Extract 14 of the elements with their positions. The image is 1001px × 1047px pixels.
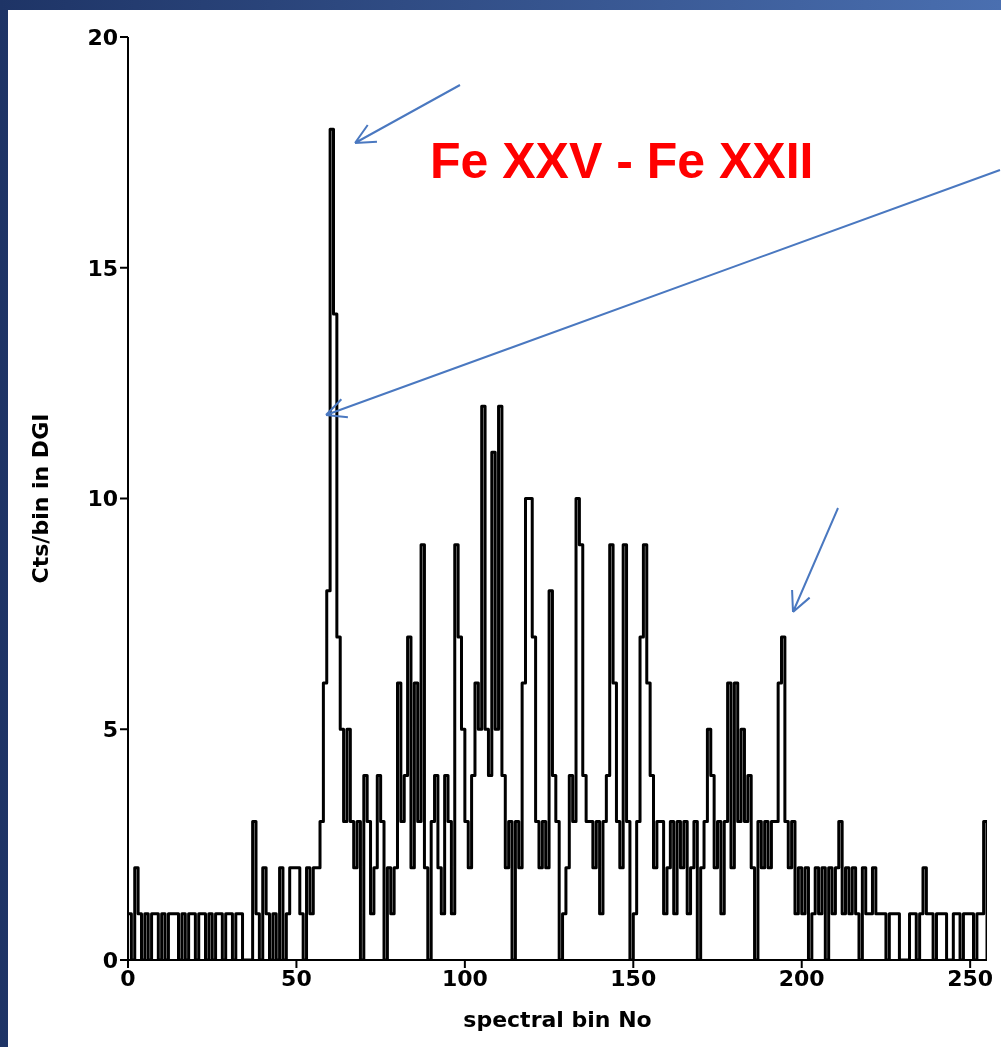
y-tick-label: 20: [87, 24, 118, 50]
x-tick-label: 250: [947, 965, 994, 991]
y-tick-label: 10: [87, 486, 118, 512]
x-tick-label: 200: [778, 965, 825, 991]
y-tick-label: 15: [87, 255, 118, 281]
x-tick-label: 100: [441, 965, 488, 991]
x-tick-label: 0: [120, 965, 136, 991]
y-tick-label: 5: [102, 717, 118, 743]
x-tick-label: 150: [610, 965, 657, 991]
x-tick-label: 50: [281, 965, 312, 991]
y-axis-title: Cts/bin in DGI: [27, 413, 53, 584]
x-axis-title: spectral bin No: [463, 1007, 652, 1032]
y-tick-label: 0: [102, 947, 118, 973]
annotation: Fe XXV - Fe XXII: [430, 132, 814, 190]
